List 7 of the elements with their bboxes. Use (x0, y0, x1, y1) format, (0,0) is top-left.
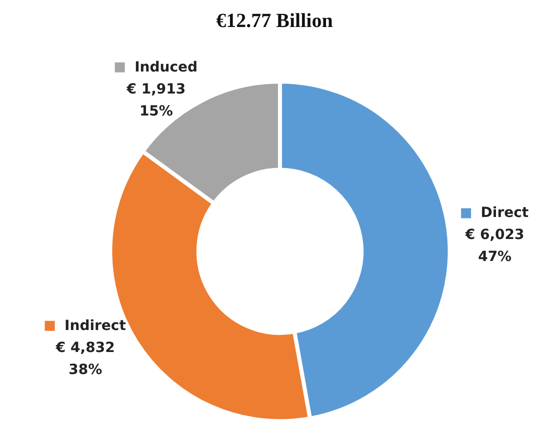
data-label: € 4,832 38% (54, 340, 115, 378)
legend-label: Indirect (64, 318, 126, 334)
data-label: € 6,023 47% (464, 227, 524, 266)
data-label: € 1,913 15% (126, 81, 186, 120)
chart-title: €12.77 Billion (216, 10, 333, 32)
legend-label: Induced (134, 59, 198, 76)
legend-label: Direct (480, 205, 529, 222)
